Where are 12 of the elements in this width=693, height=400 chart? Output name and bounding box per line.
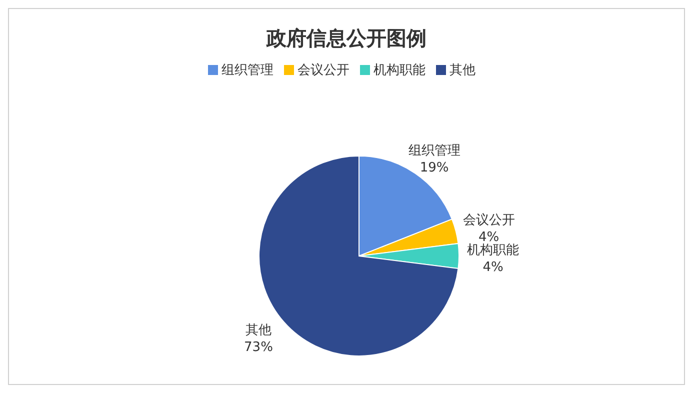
legend-label: 其他 [450, 63, 476, 78]
legend-label: 组织管理 [222, 63, 274, 78]
data-label: 4% [482, 260, 504, 275]
slice-label: 其他 [245, 322, 272, 338]
legend-label: 会议公开 [298, 63, 350, 78]
slice-label: 组织管理 [408, 143, 460, 158]
data-label: 73% [244, 340, 273, 355]
data-label: 19% [420, 160, 449, 176]
slice-label: 会议公开 [462, 213, 515, 228]
slice-label: 机构职能 [467, 243, 519, 258]
legend-label: 机构职能 [374, 63, 426, 78]
chart-title: 政府信息公开图例 [265, 25, 428, 52]
